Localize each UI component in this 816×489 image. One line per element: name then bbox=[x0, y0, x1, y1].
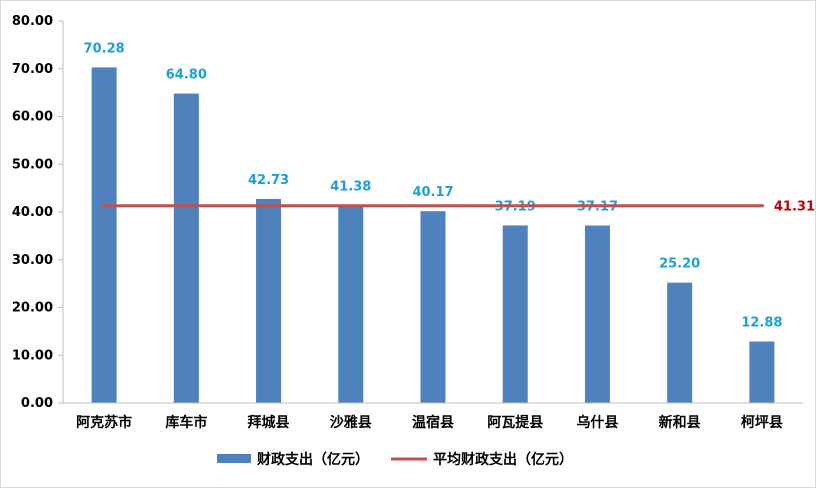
legend-bar-swatch bbox=[217, 454, 251, 463]
bar bbox=[667, 282, 693, 403]
y-tick-label: 60.00 bbox=[12, 110, 53, 125]
bar bbox=[502, 225, 528, 403]
y-tick-label: 0.00 bbox=[21, 396, 53, 411]
x-category-label: 新和县 bbox=[659, 414, 701, 431]
x-category-label: 柯坪县 bbox=[741, 414, 783, 431]
x-category-label: 拜城县 bbox=[248, 414, 290, 431]
x-category-label: 沙雅县 bbox=[330, 414, 372, 431]
average-series: 41.31 bbox=[102, 200, 815, 215]
x-category-label: 库车市 bbox=[165, 414, 207, 431]
x-axis: 阿克苏市 库车市 拜城县 沙雅县 温宿县 阿瓦提县 乌什县 新和县 柯坪县 bbox=[63, 402, 803, 431]
y-tick-label: 70.00 bbox=[12, 62, 53, 77]
bar-series: 70.2864.8042.7341.3840.1737.1937.1725.20… bbox=[84, 41, 782, 404]
x-category-label: 阿瓦提县 bbox=[487, 415, 543, 431]
legend-bar-label: 财政支出（亿元） bbox=[256, 451, 369, 468]
y-tick-label: 40.00 bbox=[12, 205, 53, 220]
y-tick-label: 10.00 bbox=[12, 348, 53, 363]
y-tick-label: 50.00 bbox=[12, 157, 53, 172]
bar-data-label: 42.73 bbox=[248, 173, 289, 188]
x-category-label: 阿克苏市 bbox=[76, 414, 132, 431]
x-category-label: 温宿县 bbox=[412, 414, 454, 431]
bar-data-label: 41.38 bbox=[330, 179, 371, 194]
legend: 财政支出（亿元） 平均财政支出（亿元） bbox=[217, 451, 573, 468]
y-tick-label: 20.00 bbox=[12, 301, 53, 316]
y-tick-label: 80.00 bbox=[12, 14, 53, 29]
bar-data-label: 64.80 bbox=[166, 68, 207, 83]
bar-data-label: 12.88 bbox=[741, 315, 782, 330]
bar bbox=[584, 225, 610, 403]
bar-data-label: 25.20 bbox=[659, 257, 700, 272]
bar bbox=[338, 205, 364, 403]
x-category-label: 乌什县 bbox=[576, 414, 618, 431]
y-axis: 0.00 10.00 20.00 30.00 40.00 50.00 60.00 70.00 8… bbox=[12, 14, 64, 411]
bar bbox=[173, 93, 199, 403]
y-tick-label: 30.00 bbox=[12, 253, 53, 268]
bar-data-label: 70.28 bbox=[84, 41, 125, 56]
bar-data-label: 40.17 bbox=[412, 185, 453, 200]
bar bbox=[749, 341, 775, 403]
legend-line-label: 平均财政支出（亿元） bbox=[433, 451, 573, 468]
bar bbox=[91, 67, 117, 404]
average-data-label: 41.31 bbox=[774, 200, 815, 215]
bar bbox=[420, 211, 446, 403]
bar bbox=[256, 198, 282, 403]
